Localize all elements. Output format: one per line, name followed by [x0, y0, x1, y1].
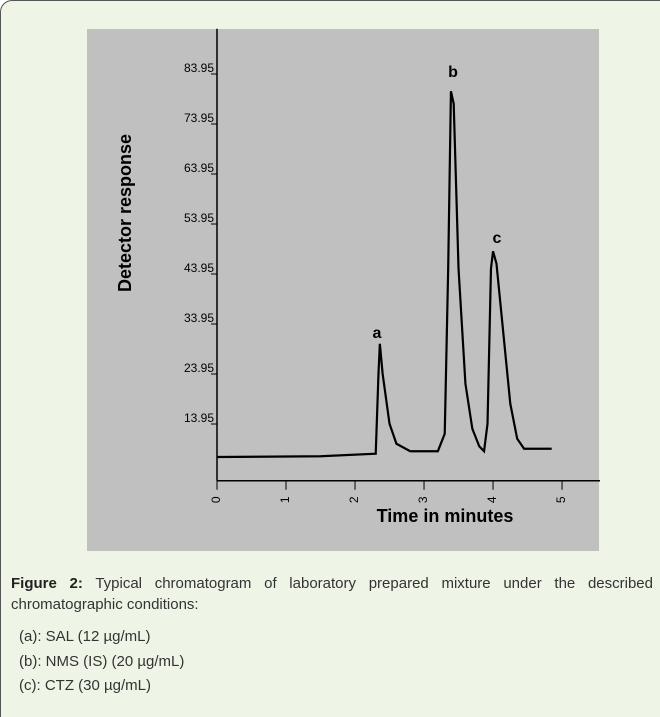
caption-item: (b): NMS (IS) (20 µg/mL)	[19, 653, 185, 670]
caption: Figure 2: Typical chromatogram of labora…	[11, 573, 653, 615]
x-tick-label: 4	[485, 496, 499, 503]
caption-text: Typical chromatogram of laboratory prepa…	[11, 575, 653, 613]
y-tick-label: 33.95	[184, 311, 214, 325]
chart: Detector response Time in minutes 13.95 2…	[115, 28, 600, 526]
x-tick-label: 3	[416, 496, 430, 503]
y-tick-label: 83.95	[184, 61, 214, 75]
y-tick-label: 53.95	[184, 211, 214, 225]
chart-panel	[87, 29, 599, 551]
x-tick-label: 2	[347, 496, 361, 503]
y-tick-label: 63.95	[184, 161, 214, 175]
y-axis-label: Detector response	[115, 134, 135, 292]
x-tick-label: 0	[209, 496, 223, 503]
x-tick-label: 5	[554, 496, 568, 503]
peak-label: c	[493, 230, 502, 247]
y-tick-label: 13.95	[184, 411, 214, 425]
peak-label: b	[448, 64, 458, 81]
x-tick-label: 1	[278, 496, 292, 503]
trace	[216, 91, 552, 459]
caption-item: (c): CTZ (30 µg/mL)	[19, 677, 151, 694]
x-axis-label: Time in minutes	[377, 506, 514, 526]
caption-item: (a): SAL (12 µg/mL)	[19, 628, 151, 645]
y-tick-label: 23.95	[184, 361, 214, 375]
y-tick-label: 43.95	[184, 261, 214, 275]
peak-label: a	[373, 325, 382, 342]
y-tick-label: 73.95	[184, 111, 214, 125]
caption-label: Figure 2:	[11, 575, 83, 592]
